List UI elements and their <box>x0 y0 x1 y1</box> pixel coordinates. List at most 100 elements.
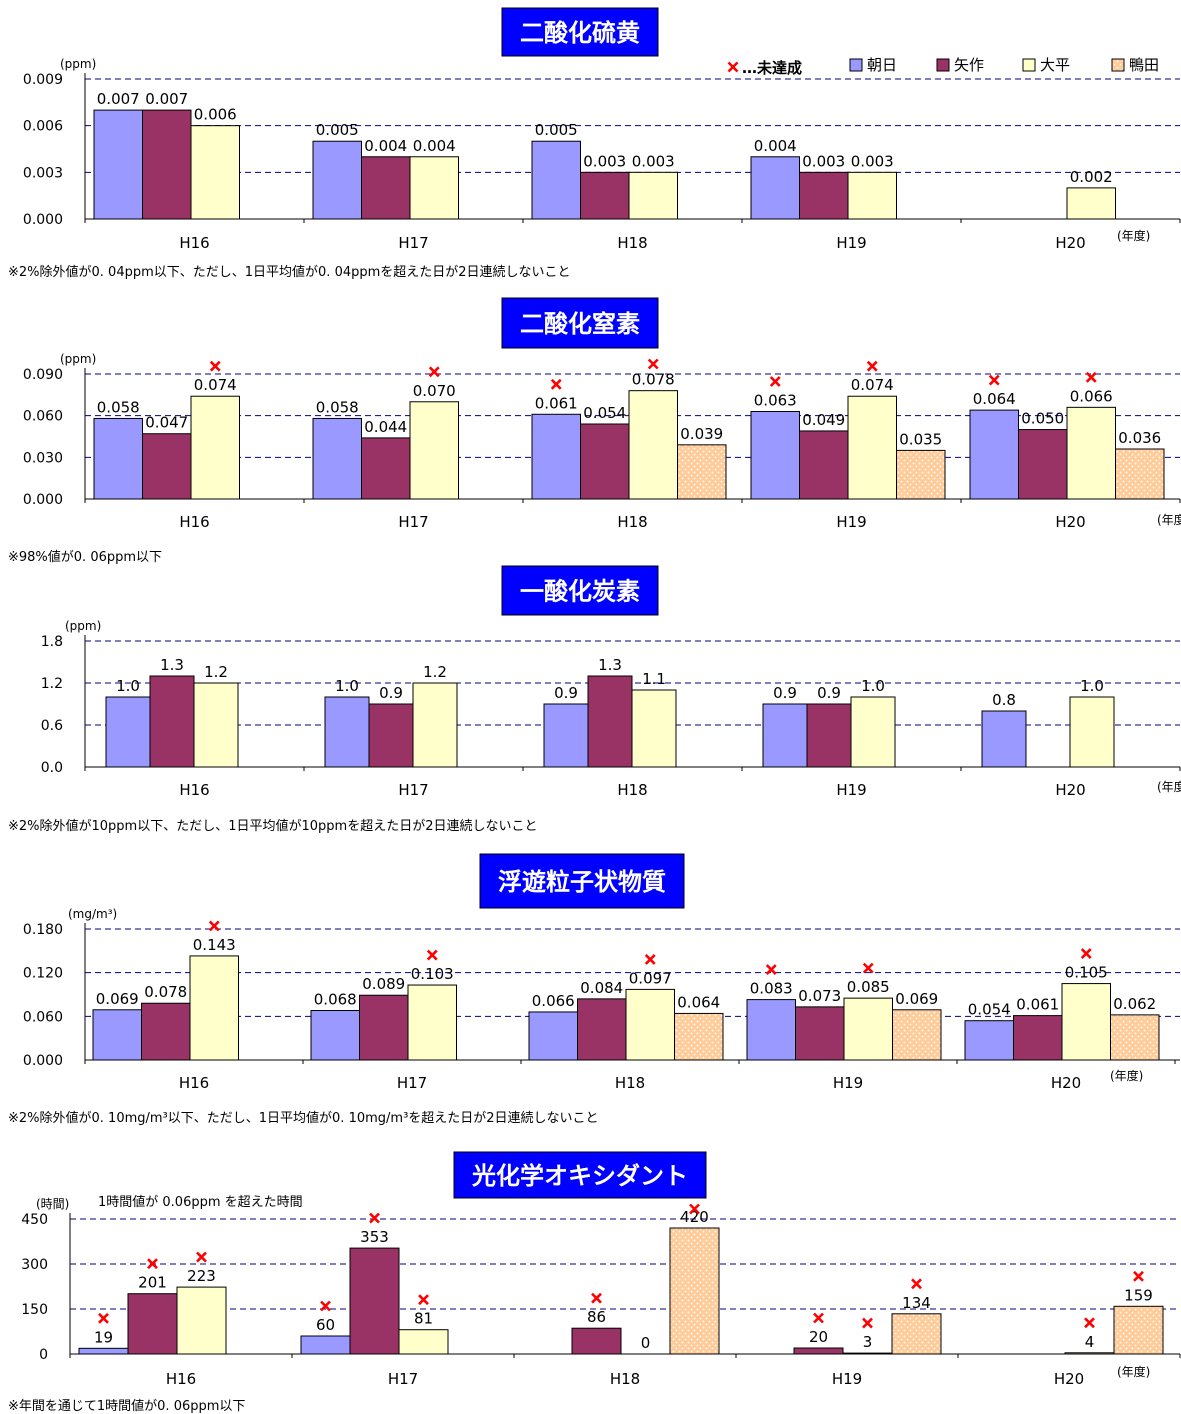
chart-subtitle: 1時間値が 0.06ppm を超えた時間 <box>98 1194 303 1210</box>
criteria-note: ※2%除外値が10ppm以下、ただし、1日平均値が10ppmを超えた日が2日連続… <box>8 818 537 834</box>
y-unit-label: (ppm) <box>60 352 96 366</box>
data-label: 19 <box>94 1328 113 1346</box>
x-tick-label: H20 <box>1055 234 1085 252</box>
bar <box>675 1013 724 1060</box>
x-tick-label: H20 <box>1055 513 1085 531</box>
data-label: 0.044 <box>364 418 407 436</box>
data-label: 1.0 <box>1080 677 1104 695</box>
x-tick-label: H18 <box>617 234 647 252</box>
data-label: 0.064 <box>973 390 1016 408</box>
data-label: 0.097 <box>629 969 672 987</box>
legend-swatch <box>1112 59 1124 71</box>
data-label: 0.004 <box>364 137 407 155</box>
bar <box>532 414 581 499</box>
y-tick-label: 0.120 <box>23 966 63 982</box>
bar <box>106 697 150 767</box>
y-unit-label: (mg/m³) <box>68 907 117 921</box>
bar <box>796 1007 845 1060</box>
non-attainment-mark <box>771 377 780 386</box>
data-label: 0.054 <box>583 404 626 422</box>
x-tick-label: H19 <box>836 234 866 252</box>
data-label: 60 <box>316 1316 335 1334</box>
bar <box>843 1353 892 1354</box>
y-tick-label: 0.000 <box>23 212 63 228</box>
y-unit-label: (ppm) <box>60 57 96 71</box>
x-tick-label: H16 <box>166 1370 196 1388</box>
y-tick-label: 0.003 <box>23 165 63 181</box>
x-tick-label: H19 <box>832 1370 862 1388</box>
data-label: 1.0 <box>116 677 140 695</box>
data-label: 0.085 <box>847 978 890 996</box>
bar <box>128 1294 177 1354</box>
bar <box>410 157 459 219</box>
bar <box>848 396 897 499</box>
data-label: 0.103 <box>411 965 454 983</box>
x-tick-label: H19 <box>836 513 866 531</box>
data-label: 0.050 <box>1021 410 1064 428</box>
bar <box>629 391 678 499</box>
bar <box>360 995 409 1060</box>
bar <box>529 1012 578 1060</box>
bar <box>1014 1016 1063 1060</box>
data-label: 0.002 <box>1070 168 1113 186</box>
x-tick-label: H16 <box>179 781 209 799</box>
y-unit-label: (ppm) <box>65 619 101 633</box>
data-label: 0.007 <box>145 90 188 108</box>
data-label: 0.058 <box>97 398 140 416</box>
x-tick-label: H18 <box>617 513 647 531</box>
data-label: 1.2 <box>423 663 447 681</box>
legend: …未達成 朝日 矢作 大平 鴨田 <box>729 56 1160 77</box>
bar <box>325 697 369 767</box>
x-tick-label: H17 <box>398 781 428 799</box>
chart-title: 光化学オキシダント <box>471 1162 688 1190</box>
legend-swatch <box>850 59 862 71</box>
data-label: 0.105 <box>1065 964 1108 982</box>
y-tick-label: 0.000 <box>23 492 63 508</box>
data-label: 0.006 <box>194 106 237 124</box>
y-tick-label: 450 <box>21 1212 48 1228</box>
bar <box>1065 1353 1114 1354</box>
data-label: 0.9 <box>817 684 841 702</box>
data-label: 0.003 <box>583 152 626 170</box>
bar <box>747 1000 796 1060</box>
legend-swatch <box>1023 59 1035 71</box>
bar <box>1067 188 1116 219</box>
bar <box>982 711 1026 767</box>
bar <box>794 1348 843 1354</box>
data-label: 223 <box>187 1267 216 1285</box>
bar <box>177 1287 226 1354</box>
legend-swatch <box>937 59 949 71</box>
non-attainment-mark <box>1087 373 1096 382</box>
x-tick-label: H20 <box>1051 1074 1081 1092</box>
data-label: 0.004 <box>754 137 797 155</box>
data-label: 3 <box>863 1333 873 1351</box>
bar <box>893 1010 942 1060</box>
x-tick-label: H19 <box>833 1074 863 1092</box>
bar <box>632 690 676 767</box>
data-label: 0.058 <box>316 398 359 416</box>
y-tick-label: 0.006 <box>23 119 63 135</box>
data-label: 0.061 <box>1016 996 1059 1014</box>
non-attainment-mark <box>430 367 439 376</box>
data-label: 0.003 <box>851 152 894 170</box>
bar <box>678 445 727 499</box>
chart-panel-3: 一酸化炭素 0.0 0.6 1.2 1.8(ppm) 1.0 1.3 1.2 H16 1.0 0.9… <box>8 566 1181 834</box>
chart-title: 二酸化硫黄 <box>520 19 640 47</box>
data-label: 1.1 <box>642 670 666 688</box>
bar <box>350 1248 399 1354</box>
x-tick-label: H19 <box>836 781 866 799</box>
x-tick-label: H18 <box>610 1370 640 1388</box>
bar <box>408 985 457 1060</box>
x-tick-label: H17 <box>398 513 428 531</box>
bar <box>190 956 239 1060</box>
bar <box>544 704 588 767</box>
non-attainment-mark <box>592 1294 601 1303</box>
data-label: 0.004 <box>413 137 456 155</box>
bar <box>94 110 143 219</box>
chart-title: 二酸化窒素 <box>520 310 640 338</box>
data-label: 159 <box>1124 1286 1153 1304</box>
bar <box>191 396 240 499</box>
data-label: 0.036 <box>1118 429 1161 447</box>
data-label: 1.3 <box>160 656 184 674</box>
data-label: 0.074 <box>851 376 894 394</box>
